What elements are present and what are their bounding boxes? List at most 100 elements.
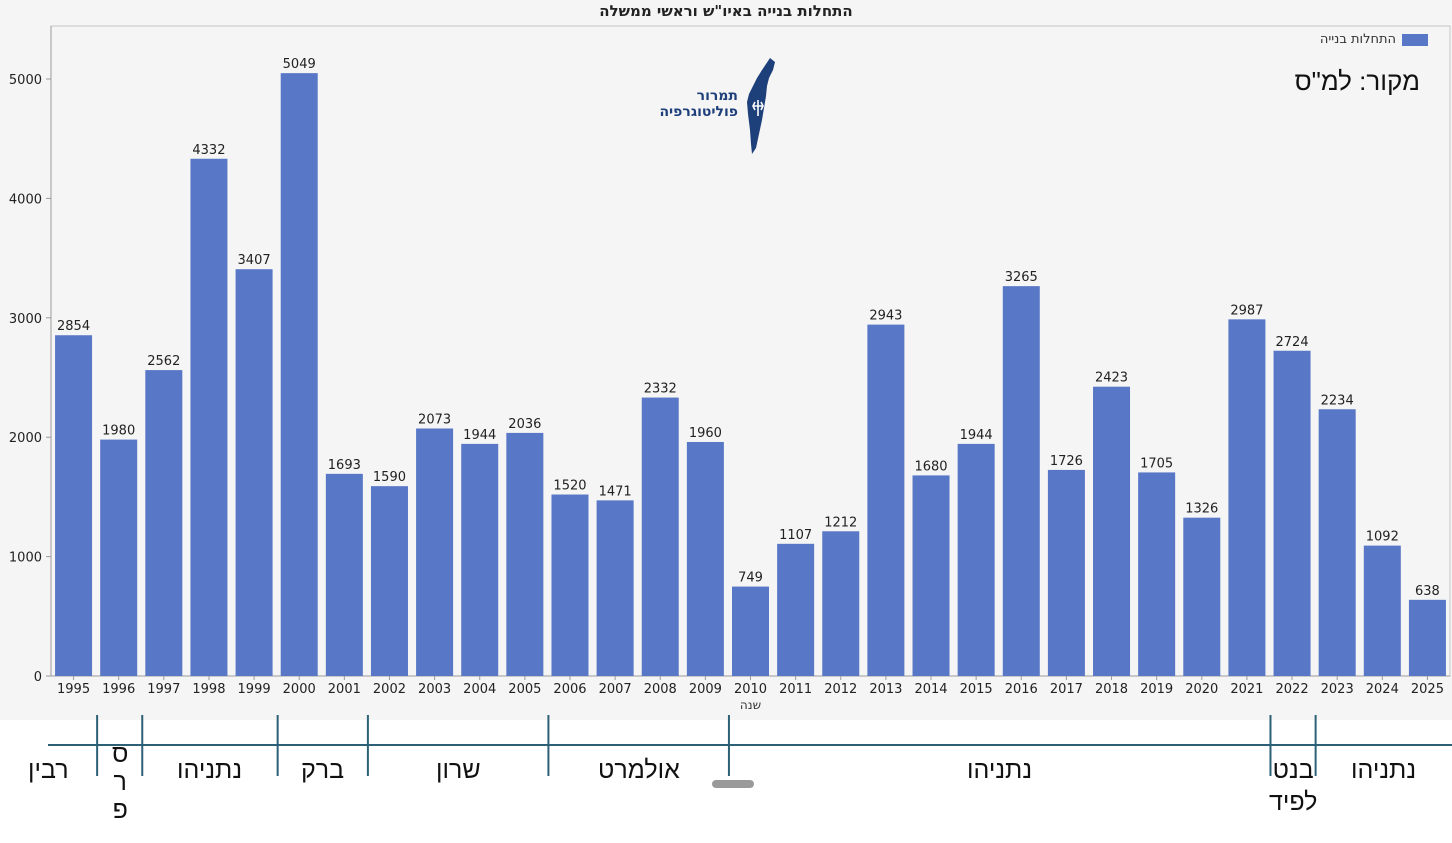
- x-tick-label: 1996: [102, 682, 135, 697]
- x-tick-label: 2020: [1185, 682, 1218, 697]
- bar: [1138, 472, 1176, 676]
- prime-minister-label: נתניהו: [967, 756, 1033, 784]
- bar: [596, 500, 634, 676]
- y-tick-label: 5000: [9, 73, 42, 88]
- bar: [1047, 469, 1085, 676]
- y-tick-label: 0: [34, 670, 42, 685]
- bar-value-label: 1726: [1050, 454, 1083, 469]
- bar-value-label: 2332: [644, 382, 677, 397]
- bar-value-label: 1944: [960, 428, 993, 443]
- x-tick-label: 1995: [57, 682, 90, 697]
- x-tick-label: 2013: [869, 682, 902, 697]
- x-tick-label: 1999: [238, 682, 271, 697]
- bar-value-label: 1212: [824, 515, 857, 530]
- bar: [325, 473, 363, 676]
- bar-value-label: 1980: [102, 424, 135, 439]
- x-tick-label: 2009: [689, 682, 722, 697]
- x-tick-label: 2015: [960, 682, 993, 697]
- bar: [551, 494, 589, 676]
- x-tick-label: 2022: [1276, 682, 1309, 697]
- bar: [822, 531, 860, 676]
- x-axis-title: שנה: [740, 698, 761, 712]
- y-tick-label: 4000: [9, 192, 42, 207]
- x-tick-label: 2001: [328, 682, 361, 697]
- prime-minister-label: שרון: [436, 756, 481, 784]
- x-tick-label: 1998: [192, 682, 225, 697]
- logo-line-2: פוליטוגרפיה: [659, 104, 738, 120]
- x-tick-label: 2014: [914, 682, 947, 697]
- bar: [506, 432, 544, 676]
- bar-value-label: 749: [738, 571, 763, 586]
- x-tick-label: 2019: [1140, 682, 1173, 697]
- bar: [912, 475, 950, 676]
- bar: [55, 335, 93, 676]
- timeline-lines: [48, 715, 1452, 788]
- prime-minister-label: בנט לפיד: [1269, 756, 1318, 816]
- bar: [686, 441, 724, 676]
- prime-minister-label: ברק: [301, 756, 345, 784]
- bar-value-label: 1326: [1185, 502, 1218, 517]
- x-tick-label: 2024: [1366, 682, 1399, 697]
- bar: [957, 443, 995, 676]
- chart-panel: התחלות בנייה באיו"ש וראשי ממשלה 0 1000 200…: [8, 2, 1451, 712]
- bar-value-label: 2562: [147, 354, 180, 369]
- x-tick-label: 2006: [553, 682, 586, 697]
- x-tick-label: 2003: [418, 682, 451, 697]
- x-tick-label: 2011: [779, 682, 812, 697]
- chart-title: התחלות בנייה באיו"ש וראשי ממשלה: [599, 2, 853, 20]
- chart-legend: התחלות בנייה: [1320, 32, 1428, 47]
- bar-value-label: 1680: [914, 459, 947, 474]
- bar: [461, 443, 499, 676]
- bar-value-label: 1944: [463, 428, 496, 443]
- bar: [416, 428, 454, 676]
- prime-minister-label: רבין: [28, 756, 69, 784]
- bar: [280, 73, 318, 676]
- bar: [1363, 545, 1401, 676]
- x-tick-label: 2012: [824, 682, 857, 697]
- bar: [867, 324, 905, 676]
- bar: [731, 586, 770, 676]
- prime-minister-timeline: רבין ס ר פ נתניהו ברק שרון אולמרט נתניהו בנט לפ…: [0, 700, 1452, 839]
- bar-value-label: 2423: [1095, 371, 1128, 386]
- israel-map-signpost-icon: [747, 58, 775, 154]
- bar-value-label: 638: [1415, 584, 1440, 599]
- bar-value-label: 2943: [869, 309, 902, 324]
- bar-value-label: 1705: [1140, 456, 1173, 471]
- x-tick-label: 2010: [734, 682, 767, 697]
- bar-value-label: 1092: [1366, 530, 1399, 545]
- y-tick-label: 2000: [9, 431, 42, 446]
- bar: [100, 439, 138, 676]
- bar-value-label: 1693: [328, 458, 361, 473]
- bar-value-label: 3407: [238, 253, 271, 268]
- legend-swatch: [1402, 33, 1428, 46]
- bar-value-label: 3265: [1005, 270, 1038, 285]
- x-tick-label: 1997: [147, 682, 180, 697]
- x-tick-label: 2002: [373, 682, 406, 697]
- y-tick-label: 3000: [9, 312, 42, 327]
- bar: [1273, 350, 1311, 676]
- bar: [1228, 319, 1266, 676]
- bar-value-label: 4332: [192, 143, 225, 158]
- bar-value-label: 1590: [373, 470, 406, 485]
- bar-value-label: 2724: [1276, 335, 1309, 350]
- bar-value-label: 2987: [1230, 303, 1263, 318]
- bar-value-label: 5049: [283, 57, 316, 72]
- bar: [190, 158, 228, 676]
- bar-value-label: 1107: [779, 528, 812, 543]
- bar: [777, 543, 815, 676]
- bar: [1318, 409, 1356, 676]
- bar: [1093, 386, 1131, 676]
- source-note: מקור: למ"ס: [1294, 66, 1420, 96]
- bar: [145, 370, 183, 676]
- scroll-handle[interactable]: [712, 780, 754, 788]
- x-tick-label: 2004: [463, 682, 496, 697]
- x-tick-label: 2017: [1050, 682, 1083, 697]
- prime-minister-label: נתניהו: [1351, 756, 1417, 784]
- bar-value-label: 2036: [508, 417, 541, 432]
- x-tick-label: 2008: [644, 682, 677, 697]
- legend-label: התחלות בנייה: [1319, 32, 1396, 47]
- bar-value-label: 2234: [1321, 393, 1354, 408]
- prime-minister-label: נתניהו: [177, 756, 243, 784]
- bar-chart: 0 1000 2000 3000 4000 5000 2854 1995 1980 1996 25…: [9, 25, 1451, 712]
- bar-value-label: 1520: [553, 479, 586, 494]
